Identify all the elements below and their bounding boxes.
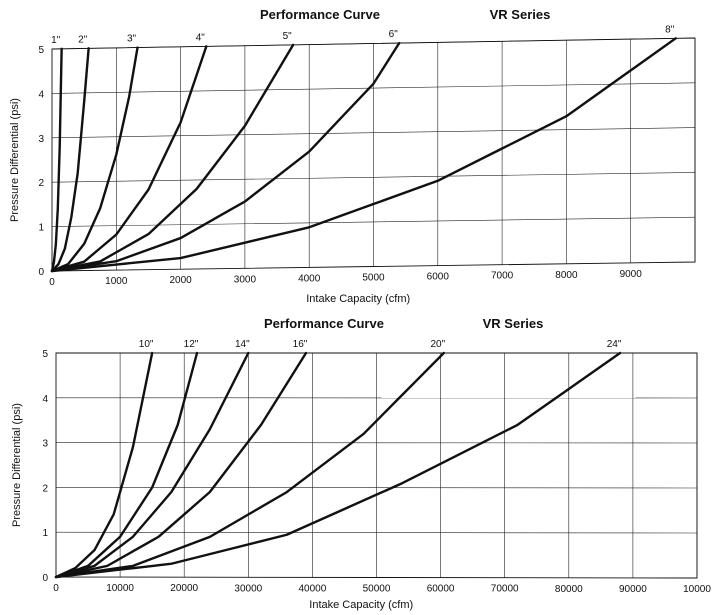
chart-subtitle: VR Series (490, 7, 551, 22)
x-tick-label: 6000 (427, 272, 450, 283)
series-label: 2" (78, 34, 88, 45)
series-label: 4" (196, 32, 206, 43)
h-gridline (51, 172, 696, 183)
h-gridline (51, 127, 696, 139)
series-label: 5" (283, 31, 293, 42)
series-curve (54, 351, 250, 579)
x-tick-label: 80000 (555, 584, 583, 595)
x-tick-label: 9000 (620, 269, 643, 280)
series-label: 16" (293, 339, 308, 350)
y-tick-label: 0 (38, 267, 44, 278)
x-tick-label: 40000 (298, 583, 326, 594)
series-curve (50, 45, 208, 273)
plot-frame (51, 37, 696, 272)
h-gridline (55, 487, 698, 489)
x-tick-label: 8000 (555, 270, 578, 281)
chart-panel-2: 0 10000 20000 30000 40000 50000 60000 70000 8000… (11, 316, 711, 611)
x-tick-label: 10000 (106, 583, 134, 594)
x-tick-label: 1000 (105, 276, 128, 287)
y-tick-label: 5 (42, 349, 48, 360)
y-tick-label: 1 (38, 223, 44, 234)
y-tick-label: 2 (38, 178, 44, 189)
chart-subtitle: VR Series (483, 316, 544, 331)
series-curve (50, 47, 63, 273)
x-tick-label: 7000 (491, 271, 514, 282)
series-curve (50, 43, 295, 273)
x-tick-label: 10000 (683, 584, 711, 595)
x-tick-label: 2000 (169, 275, 192, 286)
y-tick-label: 3 (42, 439, 48, 450)
series-curve (50, 37, 677, 273)
y-tick-label: 4 (38, 89, 44, 100)
chart-panel-1: 0 1000 2000 3000 4000 5000 6000 7000 8000 9000 0 1 2… (9, 7, 696, 305)
x-tick-label: 3000 (234, 274, 257, 285)
series-label: 3" (127, 34, 137, 45)
y-tick-label: 2 (42, 483, 48, 494)
h-gridline (55, 531, 698, 534)
series-curve (50, 46, 139, 273)
x-axis-label: Intake Capacity (cfm) (309, 599, 413, 611)
x-tick-label: 30000 (234, 583, 262, 594)
series-label: 8" (665, 24, 675, 35)
y-tick-label: 0 (42, 573, 48, 584)
y-tick-label: 5 (38, 45, 44, 56)
x-tick-label: 70000 (491, 584, 519, 595)
h-gridline (51, 82, 696, 94)
x-tick-label: 0 (53, 583, 59, 594)
series-label: 12" (184, 339, 199, 350)
y-axis-label: Pressure Differential (psi) (11, 403, 23, 527)
x-tick-label: 0 (49, 277, 55, 288)
plot-frame (55, 352, 698, 579)
x-tick-label: 60000 (427, 584, 455, 595)
series-label: 24" (607, 339, 622, 350)
y-tick-label: 1 (42, 528, 48, 539)
series-label: 1" (51, 35, 61, 46)
series-curve (54, 351, 154, 579)
series-curve (54, 351, 622, 579)
x-tick-label: 4000 (298, 273, 321, 284)
chart-title: Performance Curve (260, 7, 380, 22)
y-tick-label: 4 (42, 394, 48, 405)
series-label: 10" (139, 339, 154, 350)
y-axis-label: Pressure Differential (psi) (9, 98, 21, 222)
x-tick-label: 50000 (363, 584, 391, 595)
series-curve (54, 351, 308, 579)
series-curve (50, 41, 401, 273)
y-tick-label: 3 (38, 134, 44, 145)
x-tick-label: 20000 (170, 583, 198, 594)
series-label: 14" (235, 339, 250, 350)
series-curve (54, 351, 199, 579)
series-curve (54, 351, 446, 579)
chart-title: Performance Curve (264, 316, 384, 331)
x-axis-label: Intake Capacity (cfm) (306, 293, 410, 305)
series-label: 6" (389, 29, 399, 40)
series-label: 20" (430, 339, 445, 350)
x-tick-label: 5000 (362, 273, 385, 284)
x-tick-label: 90000 (619, 584, 647, 595)
series-curve (50, 47, 90, 273)
